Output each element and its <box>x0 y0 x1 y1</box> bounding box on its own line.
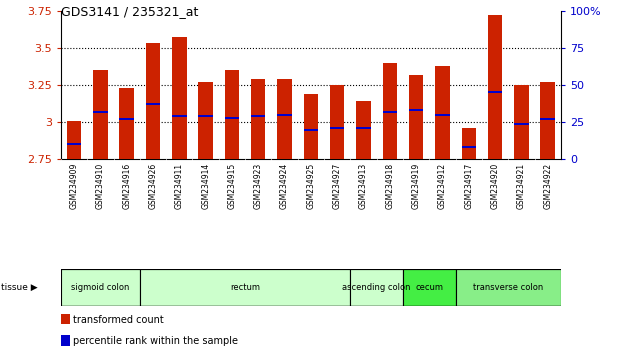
Bar <box>140 269 351 306</box>
Bar <box>409 75 423 159</box>
Text: transverse colon: transverse colon <box>473 283 544 292</box>
Bar <box>278 114 292 116</box>
Text: GSM234914: GSM234914 <box>201 162 210 209</box>
Bar <box>462 147 476 148</box>
Bar <box>435 65 450 159</box>
Bar <box>304 129 318 131</box>
Text: GSM234918: GSM234918 <box>385 162 394 209</box>
Bar <box>225 70 239 159</box>
Text: GSM234925: GSM234925 <box>306 162 315 209</box>
Bar <box>488 91 503 93</box>
Text: GSM234921: GSM234921 <box>517 162 526 209</box>
Text: GSM234917: GSM234917 <box>464 162 473 209</box>
Bar <box>351 269 403 306</box>
Bar <box>225 117 239 119</box>
Bar <box>456 269 561 306</box>
Bar <box>435 114 450 116</box>
Text: GDS3141 / 235321_at: GDS3141 / 235321_at <box>61 5 198 18</box>
Bar <box>119 88 134 159</box>
Text: GSM234916: GSM234916 <box>122 162 131 209</box>
Bar <box>251 79 265 159</box>
Bar <box>67 121 81 159</box>
Text: GSM234920: GSM234920 <box>490 162 499 209</box>
Text: GSM234927: GSM234927 <box>333 162 342 209</box>
Bar <box>172 115 187 117</box>
Bar <box>383 63 397 159</box>
Bar <box>356 101 370 159</box>
Bar <box>172 38 187 159</box>
Text: percentile rank within the sample: percentile rank within the sample <box>74 336 238 346</box>
Text: rectum: rectum <box>230 283 260 292</box>
Bar <box>514 85 529 159</box>
Bar <box>540 118 555 120</box>
Text: GSM234912: GSM234912 <box>438 162 447 209</box>
Bar <box>251 115 265 117</box>
Bar <box>119 118 134 120</box>
Bar <box>304 94 318 159</box>
Bar <box>61 335 70 346</box>
Text: GSM234910: GSM234910 <box>96 162 105 209</box>
Text: sigmoid colon: sigmoid colon <box>71 283 129 292</box>
Bar <box>146 43 160 159</box>
Bar <box>93 111 108 113</box>
Text: GSM234911: GSM234911 <box>175 162 184 209</box>
Text: ascending colon: ascending colon <box>342 283 411 292</box>
Bar <box>330 85 344 159</box>
Bar <box>199 115 213 117</box>
Text: cecum: cecum <box>415 283 444 292</box>
Bar <box>61 269 140 306</box>
Bar <box>146 103 160 105</box>
Bar <box>330 127 344 129</box>
Bar <box>514 122 529 125</box>
Bar <box>356 127 370 129</box>
Text: GSM234913: GSM234913 <box>359 162 368 209</box>
Bar <box>383 111 397 113</box>
Bar <box>540 82 555 159</box>
Bar <box>488 15 503 159</box>
Bar <box>462 128 476 159</box>
Text: transformed count: transformed count <box>74 315 164 325</box>
Bar <box>278 79 292 159</box>
Text: GSM234926: GSM234926 <box>149 162 158 209</box>
Bar <box>199 82 213 159</box>
Text: GSM234915: GSM234915 <box>228 162 237 209</box>
Text: GSM234919: GSM234919 <box>412 162 420 209</box>
Text: GSM234924: GSM234924 <box>280 162 289 209</box>
Text: GSM234922: GSM234922 <box>543 162 552 209</box>
Bar <box>409 109 423 111</box>
Text: tissue ▶: tissue ▶ <box>1 283 38 292</box>
Bar <box>403 269 456 306</box>
Text: GSM234923: GSM234923 <box>254 162 263 209</box>
Bar <box>67 143 81 145</box>
Bar <box>93 70 108 159</box>
Text: GSM234909: GSM234909 <box>70 162 79 209</box>
Bar <box>61 314 70 324</box>
